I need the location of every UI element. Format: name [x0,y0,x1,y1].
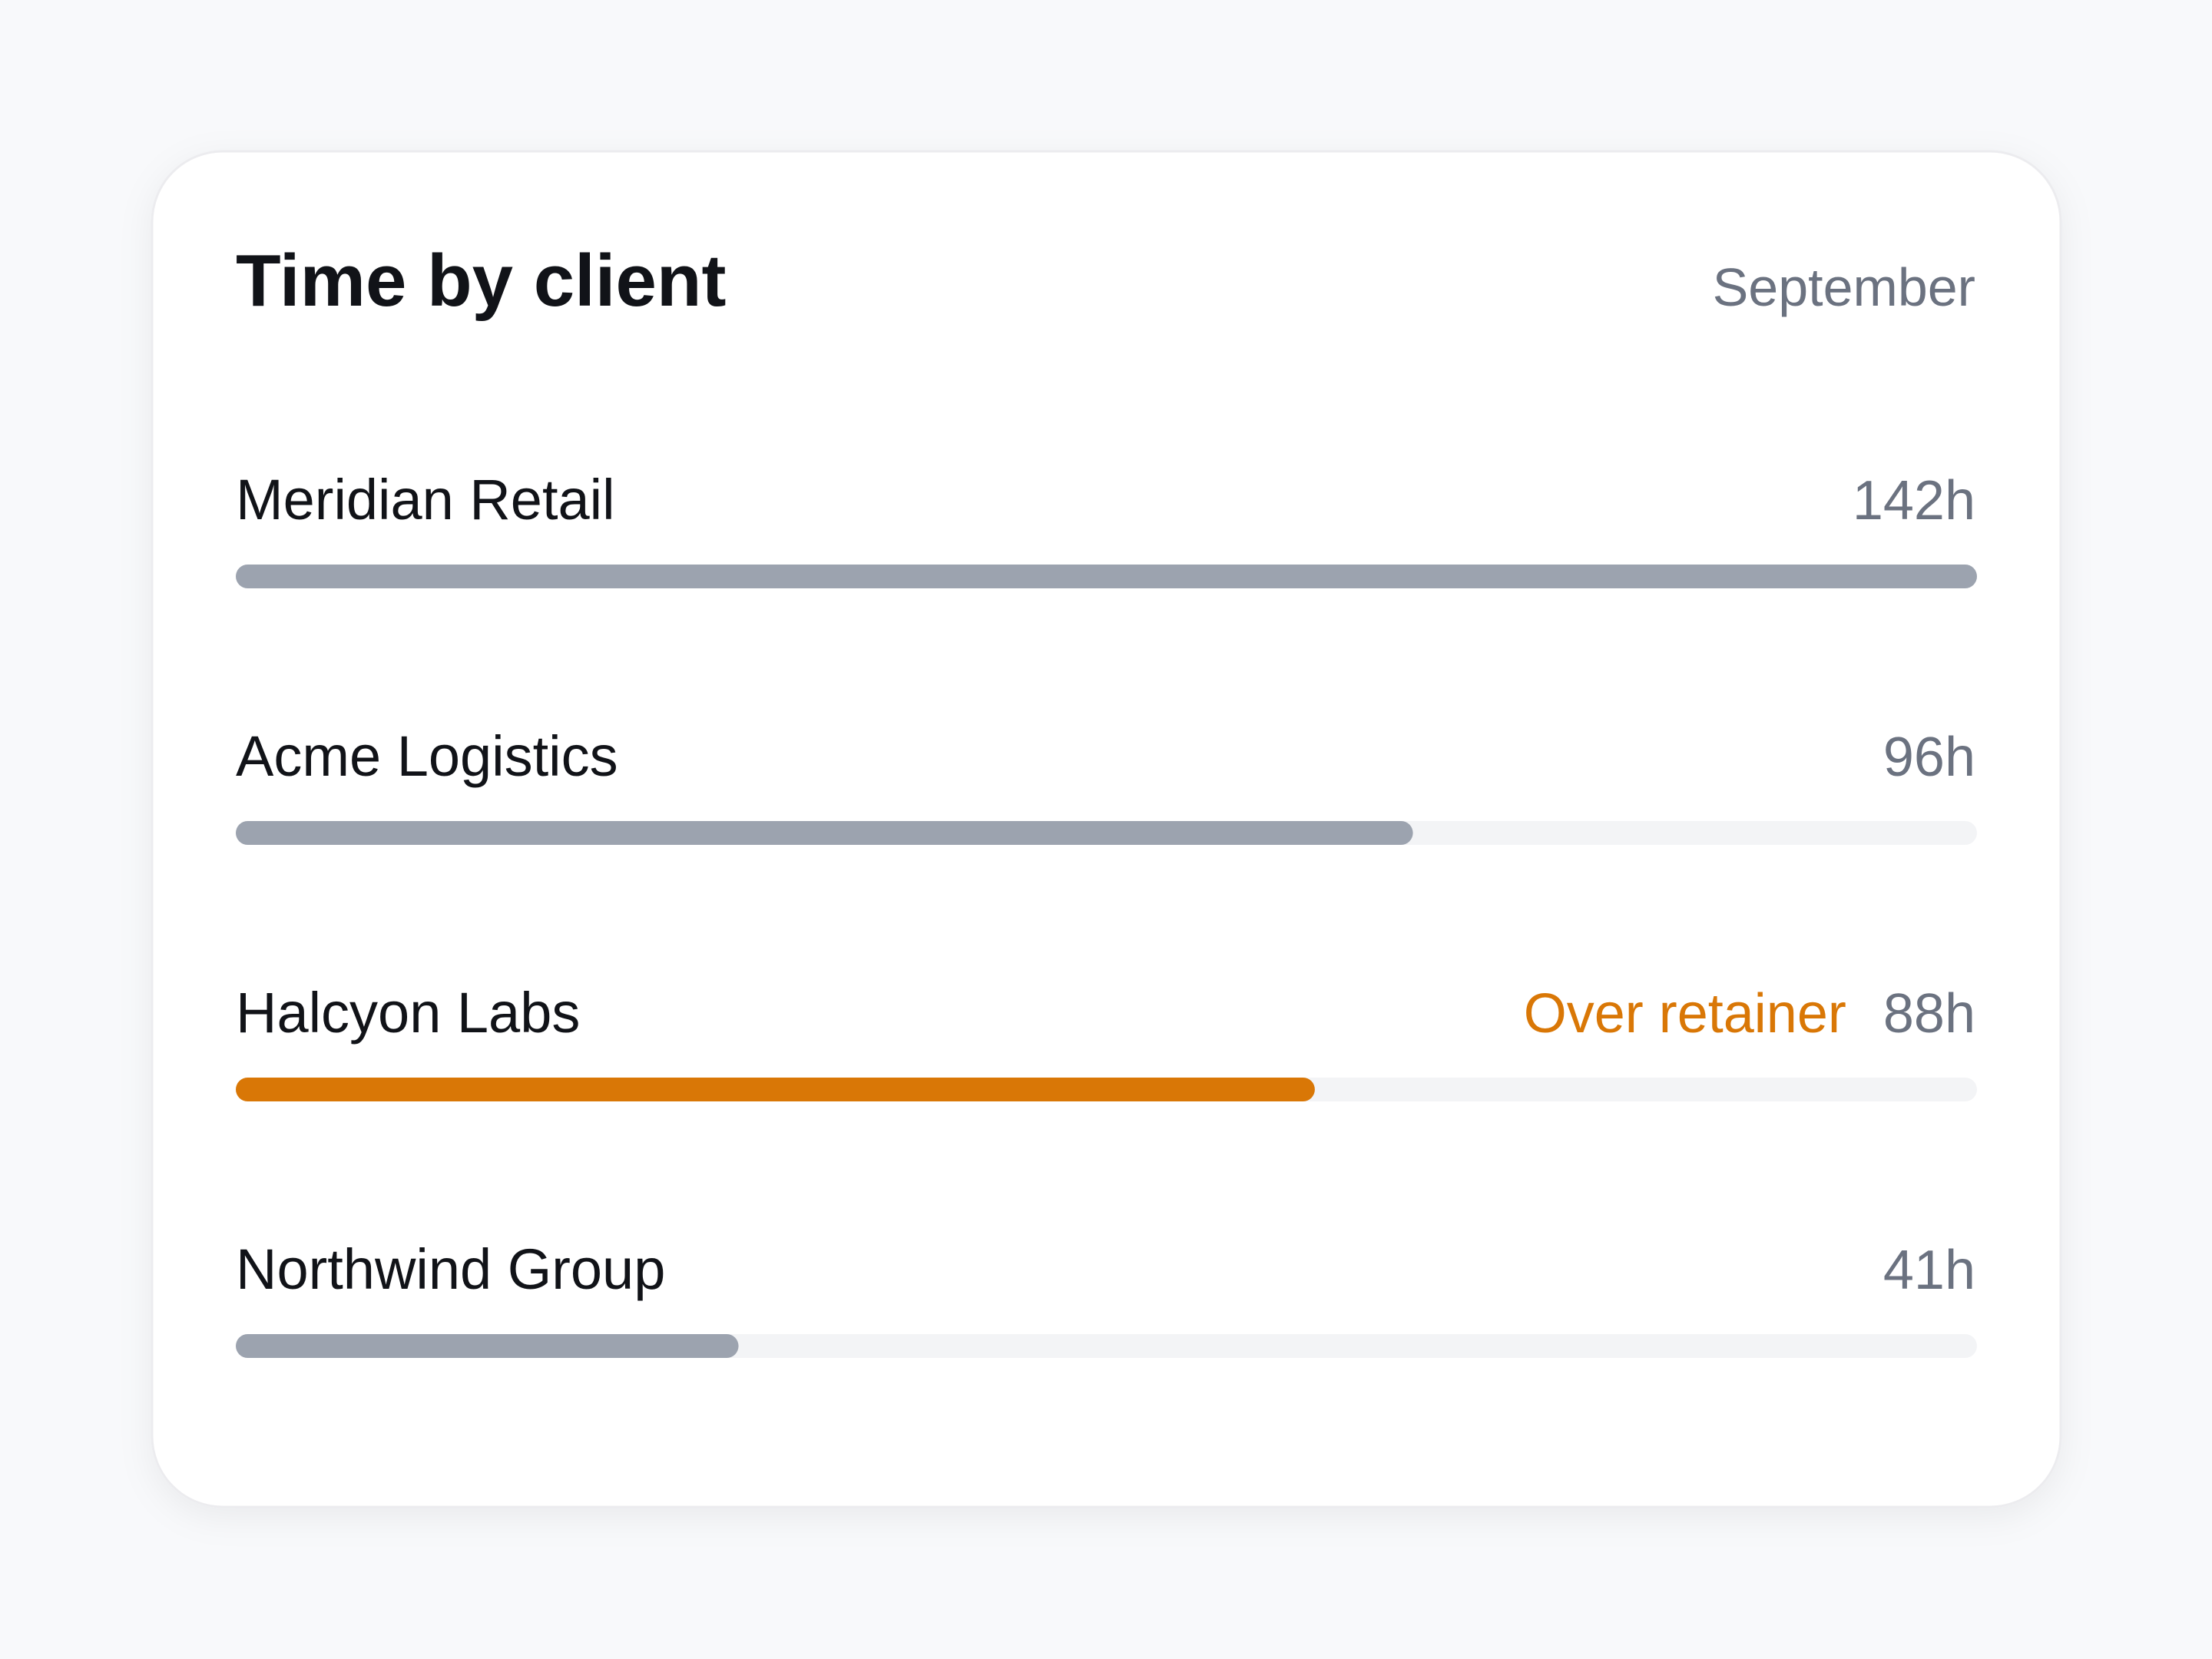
value-label: 41h [1883,1240,1975,1301]
client-name: Meridian Retail [236,468,615,531]
bar [236,1334,739,1358]
period-label: September [1713,257,1975,317]
client-name: Northwind Group [236,1237,665,1301]
value-label: 88h [1883,983,1975,1045]
chart-title: Time by client [236,240,726,322]
client-name: Halcyon Labs [236,981,580,1045]
client-name: Acme Logistics [236,724,618,788]
annotation: Over retainer [1524,983,1846,1045]
bar [236,565,1977,588]
bar [236,821,1413,845]
value-label: 142h [1853,470,1975,531]
bar [236,1078,1315,1101]
value-label: 96h [1883,727,1975,788]
